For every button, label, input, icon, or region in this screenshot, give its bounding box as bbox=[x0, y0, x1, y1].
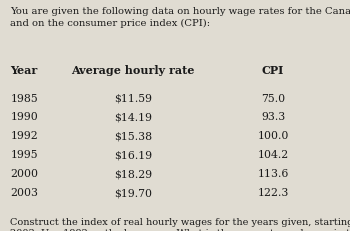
Text: You are given the following data on hourly wage rates for the Canadian manufactu: You are given the following data on hour… bbox=[10, 7, 350, 28]
Text: $11.59: $11.59 bbox=[114, 94, 152, 103]
Text: 113.6: 113.6 bbox=[257, 169, 289, 179]
Text: 104.2: 104.2 bbox=[257, 150, 289, 160]
Text: Construct the index of real hourly wages for the years given, starting with 1985: Construct the index of real hourly wages… bbox=[10, 218, 350, 231]
Text: CPI: CPI bbox=[262, 65, 284, 76]
Text: 2000: 2000 bbox=[10, 169, 38, 179]
Text: 1992: 1992 bbox=[10, 131, 38, 141]
Text: 122.3: 122.3 bbox=[257, 188, 289, 198]
Text: $15.38: $15.38 bbox=[114, 131, 152, 141]
Text: 1985: 1985 bbox=[10, 94, 38, 103]
Text: 1995: 1995 bbox=[10, 150, 38, 160]
Text: 1990: 1990 bbox=[10, 112, 38, 122]
Text: $18.29: $18.29 bbox=[114, 169, 152, 179]
Text: Year: Year bbox=[10, 65, 38, 76]
Text: $14.19: $14.19 bbox=[114, 112, 152, 122]
Text: $19.70: $19.70 bbox=[114, 188, 152, 198]
Text: 2003: 2003 bbox=[10, 188, 38, 198]
Text: $16.19: $16.19 bbox=[114, 150, 152, 160]
Text: 93.3: 93.3 bbox=[261, 112, 285, 122]
Text: 100.0: 100.0 bbox=[257, 131, 289, 141]
Text: Average hourly rate: Average hourly rate bbox=[71, 65, 195, 76]
Text: 75.0: 75.0 bbox=[261, 94, 285, 103]
